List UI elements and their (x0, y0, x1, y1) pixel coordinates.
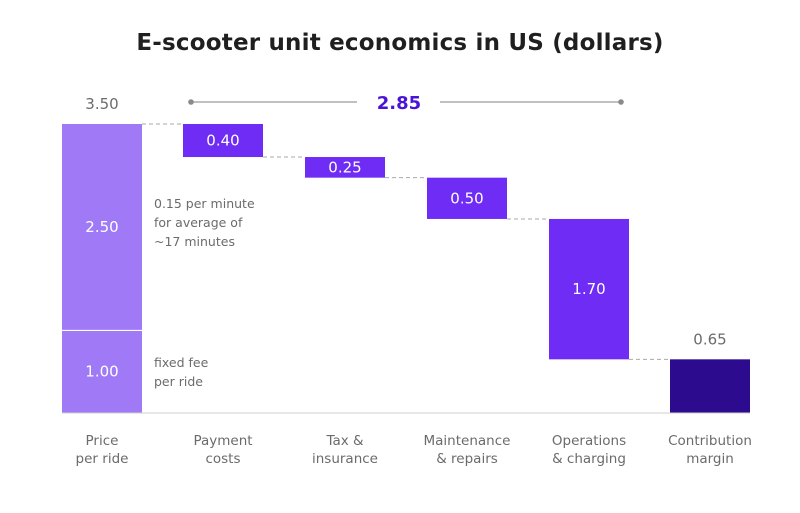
total-costs-label: 2.85 (377, 93, 421, 114)
price-note-fixed-fee: fixed fee per ride (154, 355, 209, 389)
total-bracket-dot-right (618, 99, 624, 105)
cost-bar-label-2: 0.50 (450, 189, 483, 207)
cost-bar-2 (427, 177, 507, 219)
category-label-3: Maintenance & repairs (424, 433, 511, 467)
cost-bar-3 (549, 218, 629, 360)
cost-bar-label-1: 0.25 (328, 158, 361, 176)
category-label-0: Price per ride (76, 433, 129, 467)
cost-bar-0 (183, 124, 263, 158)
cost-bar-label-3: 1.70 (572, 280, 605, 298)
price-total-label: 3.50 (85, 95, 118, 113)
price-segment-label-0: 1.00 (85, 363, 118, 381)
price-segment-label-1: 2.50 (85, 218, 118, 236)
category-label-4: Operations & charging (552, 433, 626, 467)
cost-bar-1 (305, 157, 385, 178)
margin-bar-label: 0.65 (693, 330, 726, 348)
price-note-per-minute: 0.15 per minute for average of ~17 minutes (154, 196, 255, 249)
category-label-2: Tax & insurance (312, 433, 378, 467)
category-label-1: Payment costs (193, 433, 252, 467)
price-segment-1 (62, 124, 142, 331)
category-label-5: Contribution margin (668, 433, 752, 467)
margin-bar (670, 359, 750, 413)
total-bracket-dot-left (188, 99, 194, 105)
cost-bar-label-0: 0.40 (206, 132, 239, 150)
price-segment-0 (62, 330, 142, 413)
chart-title: E-scooter unit economics in US (dollars) (136, 30, 664, 56)
